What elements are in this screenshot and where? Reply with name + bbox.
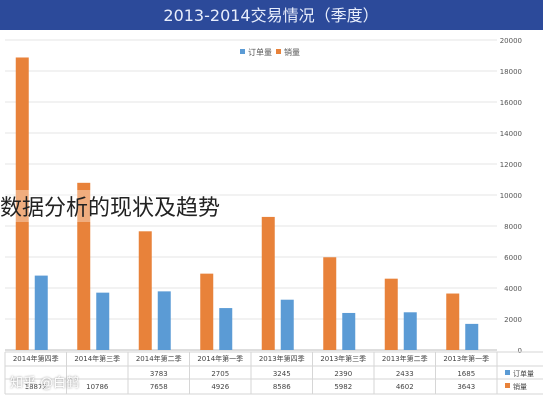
x-tick-label: 2013年第四季 [259, 354, 305, 363]
bar-orders [157, 291, 171, 350]
table-row-label: 订单量 [513, 369, 534, 378]
table-row-label: 销量 [513, 382, 527, 391]
table-cell: 5982 [334, 383, 352, 391]
y-tick-label: 6000 [504, 254, 522, 262]
x-axis: 2014年第四季 2014年第三季 2014年第二季 2014年第一季 2013年第四季… [13, 354, 489, 363]
bar-orders [96, 292, 110, 350]
x-tick-label: 2013年第二季 [382, 354, 428, 363]
title-banner [0, 0, 543, 30]
x-tick-label: 2014年第三季 [74, 354, 120, 363]
table-cell: 4602 [396, 383, 414, 391]
legend-swatch [276, 49, 281, 54]
y-tick-label: 16000 [500, 99, 522, 107]
bars [15, 57, 479, 350]
bar-orders [465, 323, 479, 350]
bar-orders [219, 308, 233, 350]
table-row-swatch [505, 383, 510, 388]
table-cell: 2705 [211, 370, 229, 378]
x-tick-label: 2013年第三季 [320, 354, 366, 363]
y-tick-label: 8000 [504, 223, 522, 231]
x-tick-label: 2014年第一季 [197, 354, 243, 363]
legend-swatch [240, 49, 245, 54]
table-cell: 3643 [457, 383, 475, 391]
table-row-swatch [505, 370, 510, 375]
y-tick-label: 14000 [500, 130, 522, 138]
y-tick-label: 2000 [504, 316, 522, 324]
y-tick-label: 10000 [500, 192, 522, 200]
bar-sales [323, 257, 337, 350]
x-tick-label: 2014年第二季 [136, 354, 182, 363]
overlay-caption: 数据分析的现状及趋势 [0, 190, 221, 222]
y-tick-label: 0 [518, 347, 522, 355]
bar-sales [384, 278, 398, 350]
bar-sales [446, 293, 460, 350]
x-tick-label: 2013年第一季 [443, 354, 489, 363]
bar-sales [261, 216, 275, 350]
bar-orders [280, 299, 294, 350]
table-cell: 4926 [211, 383, 229, 391]
bar-sales [15, 57, 29, 350]
table-cell: 8586 [273, 383, 291, 391]
y-axis: 2000018000160001400012000100008000600040… [500, 37, 522, 355]
table-cell: 1685 [457, 370, 475, 378]
data-table: 3783 2705 3245 2390 2433 1685 订单量 18872 10786 765… [4, 351, 543, 395]
bar-sales [200, 273, 214, 350]
table-cell: 18872 [25, 383, 47, 391]
bar-sales [138, 231, 152, 350]
bar-orders [403, 312, 417, 350]
table-cell: 3245 [273, 370, 291, 378]
legend: 订单量 销量 [240, 47, 300, 57]
y-tick-label: 20000 [500, 37, 522, 45]
bar-orders [34, 275, 48, 350]
x-tick-label: 2014年第四季 [13, 354, 59, 363]
y-tick-label: 18000 [500, 68, 522, 76]
legend-label: 销量 [284, 47, 300, 57]
table-cell: 3783 [150, 370, 168, 378]
bar-sales [77, 182, 91, 350]
bar-orders [342, 312, 356, 350]
watermark: 知乎 @白鹤 [10, 376, 80, 391]
y-tick-label: 4000 [504, 285, 522, 293]
table-cell: 2433 [396, 370, 414, 378]
table-cell: 10786 [86, 383, 109, 391]
table-cell: 7658 [150, 383, 168, 391]
table-cell: 2390 [334, 370, 352, 378]
chart-title: 2013-2014交易情况（季度） [163, 6, 378, 25]
legend-label: 订单量 [248, 47, 272, 57]
y-tick-label: 12000 [500, 161, 522, 169]
